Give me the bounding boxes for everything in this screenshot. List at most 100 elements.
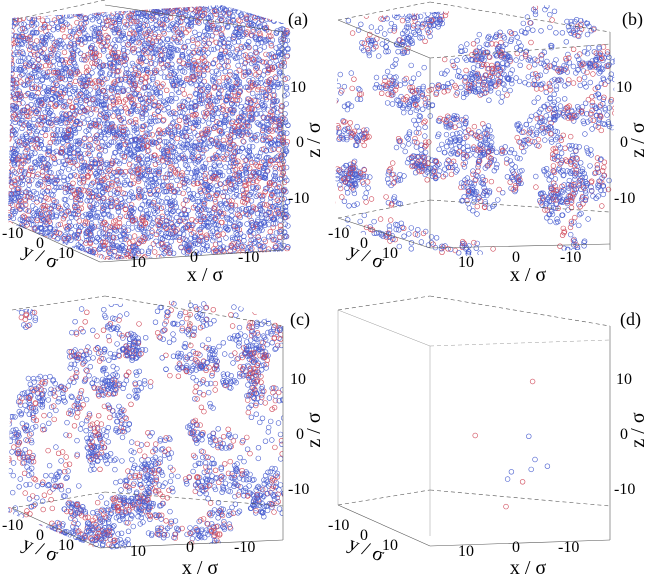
particle xyxy=(259,7,265,14)
particle xyxy=(65,166,72,173)
particle xyxy=(276,81,282,88)
particle xyxy=(99,81,106,87)
particle xyxy=(223,151,230,158)
particle xyxy=(226,257,232,260)
particle xyxy=(160,174,166,181)
particle xyxy=(130,163,136,169)
particle xyxy=(103,7,110,13)
particle xyxy=(58,127,64,133)
particle xyxy=(8,119,13,126)
particle xyxy=(127,133,134,140)
particle xyxy=(254,6,260,12)
particle xyxy=(144,163,151,169)
particle xyxy=(95,223,102,230)
particle xyxy=(150,215,157,221)
particle xyxy=(241,233,247,240)
particle xyxy=(191,5,197,9)
particle xyxy=(17,6,23,13)
particle xyxy=(89,160,96,167)
particle xyxy=(279,18,285,24)
particle xyxy=(171,5,178,9)
particle xyxy=(192,160,199,166)
particle xyxy=(264,11,270,17)
particle xyxy=(19,6,26,13)
particle xyxy=(241,238,247,244)
particle xyxy=(81,120,87,126)
particle xyxy=(87,142,94,149)
particle xyxy=(216,160,222,166)
particle xyxy=(267,15,274,21)
particle xyxy=(85,247,91,253)
particle xyxy=(150,74,156,81)
particle xyxy=(206,254,213,260)
particle xyxy=(240,6,247,13)
particle xyxy=(134,5,140,11)
particle xyxy=(170,250,177,257)
particle xyxy=(228,242,235,249)
particle xyxy=(8,241,14,248)
particle xyxy=(272,170,278,176)
particle xyxy=(146,99,152,105)
particle xyxy=(109,174,116,181)
particle xyxy=(222,63,228,69)
particle xyxy=(205,50,211,56)
particle xyxy=(78,56,85,63)
particle xyxy=(184,5,191,8)
particle xyxy=(67,95,74,101)
particle xyxy=(213,7,219,14)
particle xyxy=(240,5,247,11)
particle xyxy=(184,258,190,260)
particle xyxy=(168,42,174,48)
particle xyxy=(275,5,281,9)
particle xyxy=(26,5,32,10)
particle xyxy=(170,139,176,145)
particle xyxy=(115,36,121,43)
particle xyxy=(252,8,258,14)
particle xyxy=(107,200,114,206)
particle xyxy=(157,223,164,229)
particle xyxy=(8,107,12,114)
particle xyxy=(268,42,275,49)
particle xyxy=(264,215,270,221)
particle xyxy=(282,111,288,117)
particle xyxy=(57,44,63,51)
particle xyxy=(265,259,272,260)
particle xyxy=(209,8,216,14)
particle xyxy=(188,170,195,176)
particle xyxy=(227,220,233,226)
particle xyxy=(34,215,41,221)
particle xyxy=(273,98,279,105)
particle xyxy=(147,125,153,131)
particle xyxy=(8,39,11,46)
particle xyxy=(14,252,20,258)
particle xyxy=(34,5,41,9)
particle xyxy=(255,104,262,110)
particle xyxy=(74,256,80,260)
particle xyxy=(158,254,165,260)
particle xyxy=(243,6,249,12)
particle xyxy=(211,46,217,53)
particle xyxy=(57,136,63,142)
particle xyxy=(225,19,232,25)
particle xyxy=(93,188,99,195)
particle xyxy=(120,41,126,47)
particle xyxy=(105,84,112,91)
particle xyxy=(242,30,249,36)
particle xyxy=(241,109,248,115)
particle xyxy=(185,187,192,193)
particle xyxy=(211,162,217,168)
particle xyxy=(277,217,283,223)
particle xyxy=(164,87,170,94)
particle xyxy=(245,6,252,13)
particle xyxy=(255,6,261,13)
particle xyxy=(190,155,196,161)
particle xyxy=(267,8,273,15)
particle xyxy=(205,257,211,260)
particle xyxy=(53,117,59,123)
particle xyxy=(235,62,241,69)
particle xyxy=(82,218,89,225)
particle xyxy=(208,256,215,260)
particle xyxy=(27,46,33,53)
particle xyxy=(270,224,276,231)
particle xyxy=(236,26,243,32)
